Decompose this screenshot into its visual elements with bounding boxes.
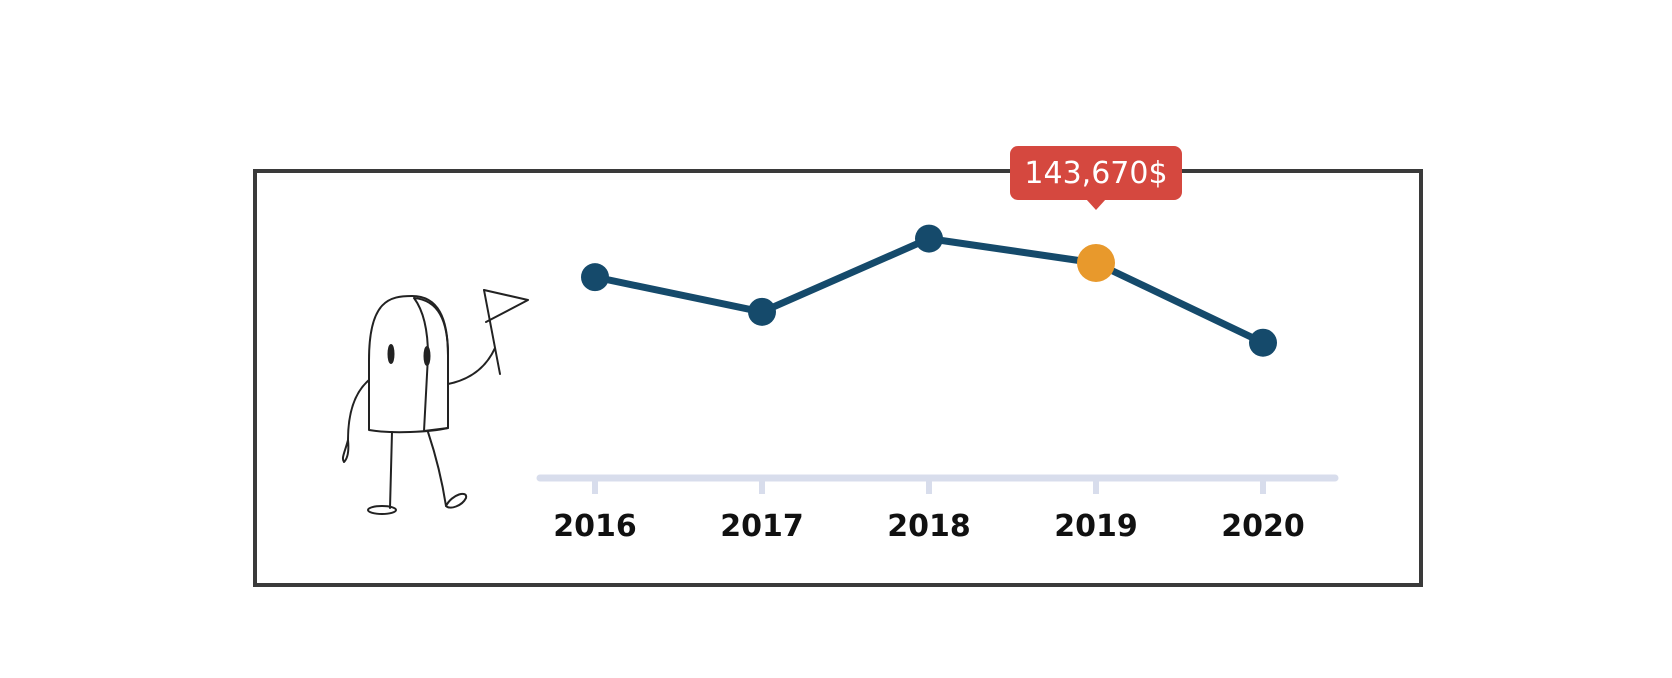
x-tick-label-2017: 2017 [720, 509, 804, 544]
tooltip-box [1010, 145, 1182, 200]
x-tick-label-2016: 2016 [553, 509, 637, 544]
x-axis-ticks [592, 478, 1266, 494]
series-line [591, 235, 1267, 347]
data-point-2016[interactable] [581, 263, 609, 292]
mascot-eye-left [387, 344, 395, 364]
mascot-eye-right [423, 346, 431, 366]
tooltip-label: 143,670$ [1024, 156, 1167, 191]
x-axis-tick-labels: 2016 2017 2018 2019 2020 [553, 509, 1305, 544]
flag-pole [483, 289, 501, 375]
data-point-2018[interactable] [915, 224, 943, 253]
flag [483, 289, 529, 323]
mascot-body [368, 295, 449, 434]
mascot-foot-left [367, 505, 397, 515]
mascot-leg-right [427, 431, 447, 507]
data-point-2020[interactable] [1249, 328, 1277, 357]
x-tick-label-2020: 2020 [1221, 509, 1305, 544]
mascot-with-flag-icon [341, 289, 529, 515]
x-tick-label-2019: 2019 [1054, 509, 1138, 544]
mascot-arm-left [341, 379, 370, 463]
value-tooltip: 143,670$ [1010, 145, 1182, 210]
mascot-foot-right [445, 492, 468, 509]
mascot-accent [413, 297, 449, 432]
tooltip-arrow [1086, 198, 1106, 210]
mascot-arm-right [447, 347, 496, 385]
data-points [581, 224, 1277, 357]
chart-frame [253, 169, 1423, 587]
highlighted-point-2019[interactable] [1077, 243, 1115, 282]
data-point-2017[interactable] [748, 297, 776, 326]
x-tick-label-2018: 2018 [887, 509, 971, 544]
mascot-leg-left [389, 431, 393, 509]
